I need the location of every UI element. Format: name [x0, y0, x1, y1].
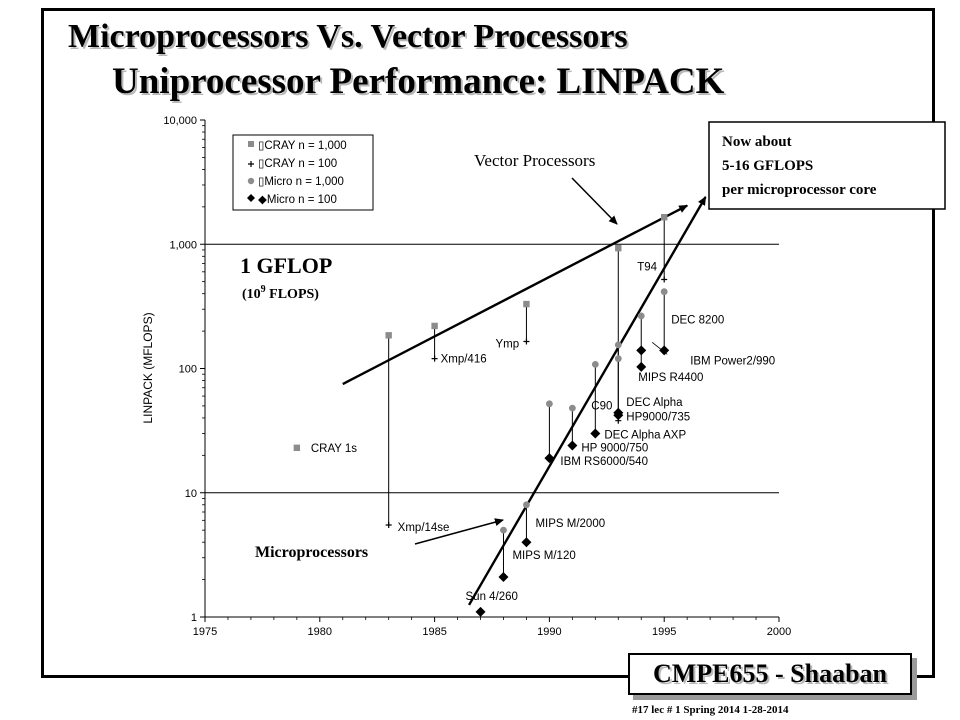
- y-tick-label: 1: [191, 612, 197, 624]
- micro-n1000-marker: [637, 312, 645, 320]
- point-label: MIPS R4400: [638, 372, 703, 384]
- point-label: T94: [637, 262, 657, 274]
- now-about-line1: Now about: [722, 134, 792, 150]
- point-label: IBM Power2/990: [690, 355, 775, 367]
- y-tick-label: 10: [185, 488, 197, 500]
- micro-n1000-marker: [591, 360, 599, 368]
- data-markers: [293, 214, 670, 617]
- cray-n1000-marker: [661, 214, 668, 221]
- legend-label-micro-1000: ▯Micro n = 1,000: [258, 176, 344, 188]
- y-tick-label: 10,000: [163, 115, 197, 127]
- microprocessors-arrow: [414, 518, 504, 545]
- legend-marker-micro-100: [247, 194, 255, 202]
- micro-n1000-marker: [500, 526, 507, 534]
- cray-n1000-marker: [523, 300, 530, 308]
- cray-n1000-marker: [385, 332, 392, 339]
- point-label: HP9000/735: [626, 411, 690, 423]
- micro-n1000-marker: [614, 355, 622, 363]
- trend-line-microprocessors: [468, 196, 707, 606]
- y-tick-label: 1,000: [169, 239, 197, 251]
- point-labels: CRAY 1s Xmp/14se Xmp/416 Ymp C90 T94 DEC 8200 I…: [311, 262, 775, 603]
- cray-n1000-marker: [431, 322, 438, 330]
- micro-n1000-marker: [614, 341, 622, 349]
- micro-n100-marker: [521, 537, 532, 548]
- trend-line-vector-processors: [342, 204, 689, 386]
- point-label: DEC Alpha AXP: [604, 429, 686, 441]
- y-axis-label: LINPACK (MFLOPS): [141, 312, 155, 423]
- micro-n1000-marker: [660, 288, 668, 296]
- course-footer-label: CMPE655 - Shaaban: [652, 659, 888, 688]
- legend-marker-cray-100: [248, 161, 254, 167]
- micro-n100-marker: [636, 345, 647, 356]
- micro-n1000-marker: [568, 404, 576, 412]
- slide-title-line1: Microprocessors Vs. Vector Processors: [68, 18, 628, 55]
- vector-processors-arrow: [571, 177, 618, 225]
- x-tick-label: 1980: [308, 626, 332, 638]
- micro-n100-marker: [567, 440, 578, 451]
- micro-n100-marker: [498, 571, 509, 582]
- x-tick-label: 1995: [652, 626, 676, 638]
- micro-n100-marker: [590, 428, 601, 439]
- cray-n100-marker: [661, 276, 668, 283]
- micro-n100-marker: [544, 453, 555, 464]
- x-tick-label: 1985: [422, 626, 446, 638]
- micro-n100-marker: [475, 606, 486, 617]
- micro-n100-marker: [636, 361, 647, 372]
- point-label: C90: [591, 401, 612, 413]
- now-about-callout: Now about 5-16 GFLOPS per microprocessor…: [708, 121, 946, 210]
- legend-box: [232, 134, 374, 211]
- gflop-sublabel: (109 FLOPS): [242, 284, 319, 302]
- now-about-line3: per microprocessor core: [722, 182, 877, 198]
- cray-n1000-marker: [615, 244, 622, 252]
- x-tick-label: 1990: [537, 626, 561, 638]
- trend-lines: [342, 196, 707, 606]
- slide-frame: [41, 8, 935, 678]
- chart-axes: 1 10 100 1,000 10,000 1975 1980 1985 1990 1995 200…: [163, 115, 791, 638]
- y-tick-label: 100: [179, 364, 197, 376]
- now-about-line2: 5-16 GFLOPS: [722, 158, 813, 174]
- point-label: MIPS M/2000: [535, 518, 605, 530]
- legend-marker-cray-1000: [248, 141, 254, 147]
- point-label: HP 9000/750: [581, 443, 648, 455]
- now-about-box: [708, 121, 946, 210]
- point-label: CRAY 1s: [311, 443, 357, 455]
- micro-n1000-marker: [546, 400, 553, 408]
- point-label: Xmp/14se: [398, 522, 450, 534]
- micro-n100-marker: [613, 407, 624, 418]
- vector-processors-label: Vector Processors: [474, 151, 595, 170]
- point-label: MIPS M/120: [512, 550, 575, 562]
- point-label: Ymp: [495, 338, 519, 350]
- chart-legend: ▯CRAY n = 1,000 ▯CRAY n = 100 ▯Micro n =…: [232, 134, 374, 211]
- microprocessors-label: Microprocessors: [255, 544, 368, 561]
- slide-title-line2: Uniprocessor Performance: LINPACK: [112, 61, 725, 102]
- cray-n100-marker: [431, 355, 438, 362]
- reference-lines: [205, 243, 779, 494]
- point-label: DEC Alpha: [626, 397, 683, 409]
- course-footer-box: CMPE655 - Shaaban: [628, 653, 912, 695]
- point-label: IBM RS6000/540: [560, 456, 648, 468]
- cray-n100-marker: [385, 522, 392, 529]
- legend-label-cray-1000: ▯CRAY n = 1,000: [258, 140, 347, 152]
- gflop-label: 1 GFLOP: [240, 253, 332, 278]
- slide-footnote: #17 lec # 1 Spring 2014 1-28-2014: [632, 704, 789, 716]
- legend-label-micro-100: ◆Micro n = 100: [258, 194, 337, 206]
- x-tick-label: 2000: [767, 626, 791, 638]
- legend-label-cray-100: ▯CRAY n = 100: [258, 158, 337, 170]
- point-label: Sun 4/260: [466, 591, 518, 603]
- legend-marker-micro-1000: [247, 177, 255, 185]
- cray-n100-marker: [523, 338, 530, 345]
- micro-n1000-marker: [523, 501, 530, 509]
- point-label: DEC 8200: [671, 315, 724, 327]
- cray-n1000-marker: [293, 444, 301, 452]
- label-leader-line: [651, 342, 668, 355]
- micro-n100-marker: [659, 345, 670, 356]
- point-label: Xmp/416: [441, 354, 487, 366]
- x-tick-label: 1975: [193, 626, 217, 638]
